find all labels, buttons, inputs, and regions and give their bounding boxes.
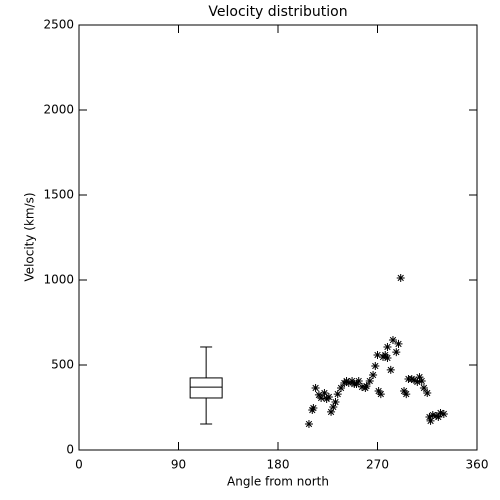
- point: [309, 404, 318, 413]
- point: [371, 362, 380, 371]
- point: [383, 354, 392, 363]
- point: [365, 376, 374, 385]
- y-tick-label: 500: [51, 358, 74, 372]
- point: [317, 393, 326, 402]
- point: [358, 382, 367, 391]
- point: [337, 383, 346, 392]
- point: [362, 382, 371, 391]
- point: [352, 380, 361, 389]
- point: [419, 383, 428, 392]
- chart-title: Velocity distribution: [208, 4, 347, 20]
- x-axis-label: Angle from north: [227, 475, 329, 489]
- point: [314, 390, 323, 399]
- point: [402, 390, 411, 399]
- point: [327, 407, 336, 416]
- point: [344, 379, 353, 388]
- point: [415, 373, 424, 382]
- point: [436, 408, 445, 417]
- point: [383, 342, 392, 351]
- x-tick-label: 0: [75, 458, 83, 472]
- y-tick-label: 2000: [43, 103, 74, 117]
- point: [381, 350, 390, 359]
- point: [426, 416, 435, 425]
- point: [361, 383, 370, 392]
- point: [407, 374, 416, 383]
- point: [423, 389, 432, 398]
- point: [425, 413, 434, 422]
- point: [324, 392, 333, 401]
- point: [320, 389, 329, 398]
- point: [386, 365, 395, 374]
- point: [331, 398, 340, 407]
- point: [348, 376, 357, 385]
- point: [417, 376, 426, 385]
- x-tick-label: 180: [267, 458, 290, 472]
- x-tick-label: 270: [366, 458, 389, 472]
- x-tick-label: 90: [171, 458, 186, 472]
- point: [333, 390, 342, 399]
- point: [434, 413, 443, 422]
- point: [392, 348, 401, 357]
- point: [329, 402, 338, 411]
- y-tick-label: 1000: [43, 273, 74, 287]
- point: [439, 409, 448, 418]
- point: [354, 376, 363, 385]
- y-axis-label: Velocity (km/s): [23, 192, 37, 281]
- point: [400, 387, 409, 396]
- plot-frame: [78, 24, 478, 451]
- y-tick-label: 0: [66, 443, 74, 457]
- point: [374, 387, 383, 396]
- box: [189, 377, 223, 399]
- point: [308, 406, 317, 415]
- point: [388, 336, 397, 345]
- point: [376, 390, 385, 399]
- point: [304, 419, 313, 428]
- point: [428, 410, 437, 419]
- point: [432, 412, 441, 420]
- point: [369, 371, 378, 380]
- point: [311, 383, 320, 392]
- point: [409, 375, 418, 384]
- y-tick-label: 1500: [43, 188, 74, 202]
- y-tick-label: 2500: [43, 18, 74, 32]
- point: [413, 378, 422, 386]
- point: [373, 350, 382, 359]
- x-tick-label: 360: [466, 458, 489, 472]
- point: [394, 339, 403, 348]
- point: [396, 273, 405, 282]
